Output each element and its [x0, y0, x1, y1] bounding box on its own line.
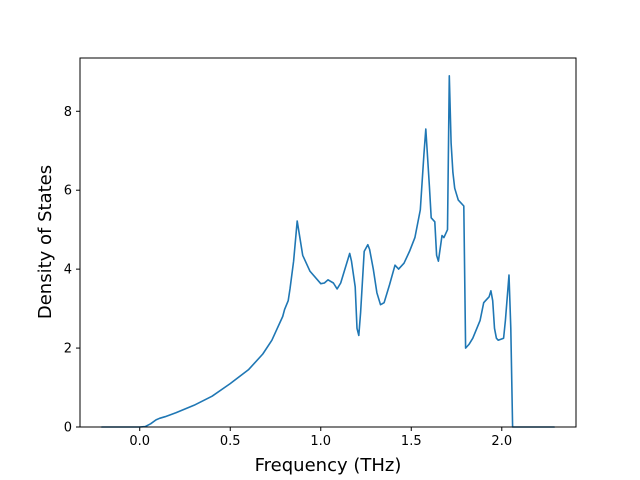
plot-area [80, 58, 576, 427]
y-axis-label: Density of States [35, 165, 56, 319]
x-tick-label: 1.0 [310, 434, 331, 449]
dos-line [100, 75, 556, 428]
series-layer [100, 75, 556, 428]
y-tick-label: 4 [64, 263, 72, 278]
y-tick-label: 0 [64, 421, 72, 436]
tick-layer: 0.0 0.5 1.0 1.5 2.0 0 2 4 6 8 [64, 105, 512, 449]
y-tick-label: 2 [64, 342, 72, 357]
x-tick-label: 2.0 [491, 434, 512, 449]
y-tick-label: 6 [64, 184, 72, 199]
y-tick-label: 8 [64, 105, 72, 120]
plot-frame [79, 57, 577, 428]
x-tick-label: 1.5 [401, 434, 422, 449]
x-axis-label: Frequency (THz) [255, 455, 402, 476]
x-tick-label: 0.5 [220, 434, 241, 449]
x-tick-label: 0.0 [129, 434, 150, 449]
